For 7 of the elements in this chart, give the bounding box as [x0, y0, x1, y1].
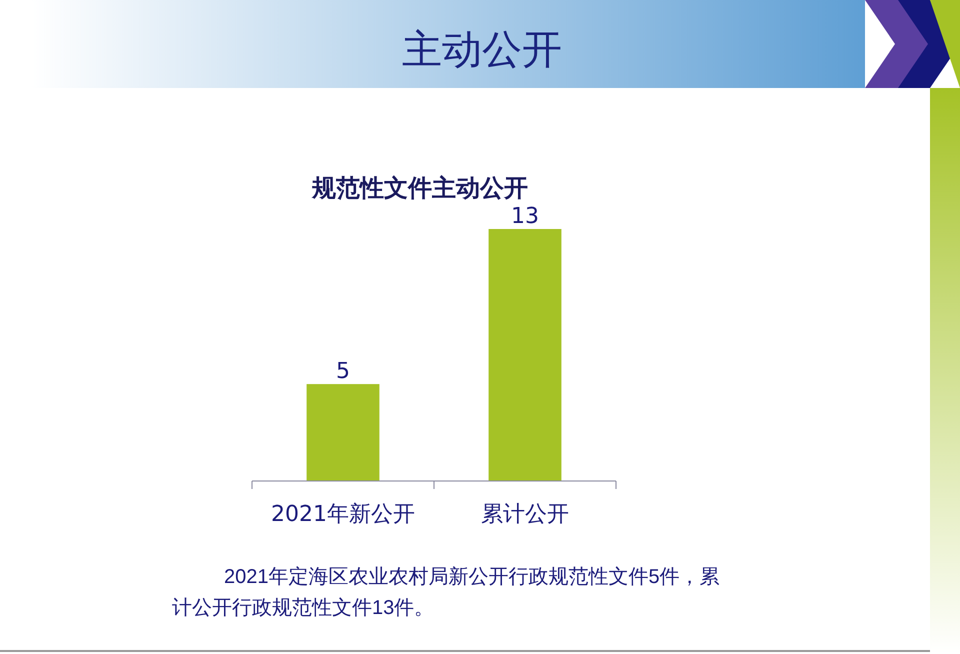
text: 2021年定海区农业农村局新公开行政规范性文件5件，累计公开行政规范性文件13件。	[172, 565, 721, 621]
data-label: 5	[336, 359, 350, 384]
x-tick-label: 2021年新公开	[271, 502, 415, 527]
x-tick-label: 累计公开	[481, 502, 569, 527]
data-label: 13	[511, 204, 539, 229]
chart-subtitle: 规范性文件主动公开	[311, 173, 528, 202]
chart-title: 主动公开	[402, 27, 562, 73]
